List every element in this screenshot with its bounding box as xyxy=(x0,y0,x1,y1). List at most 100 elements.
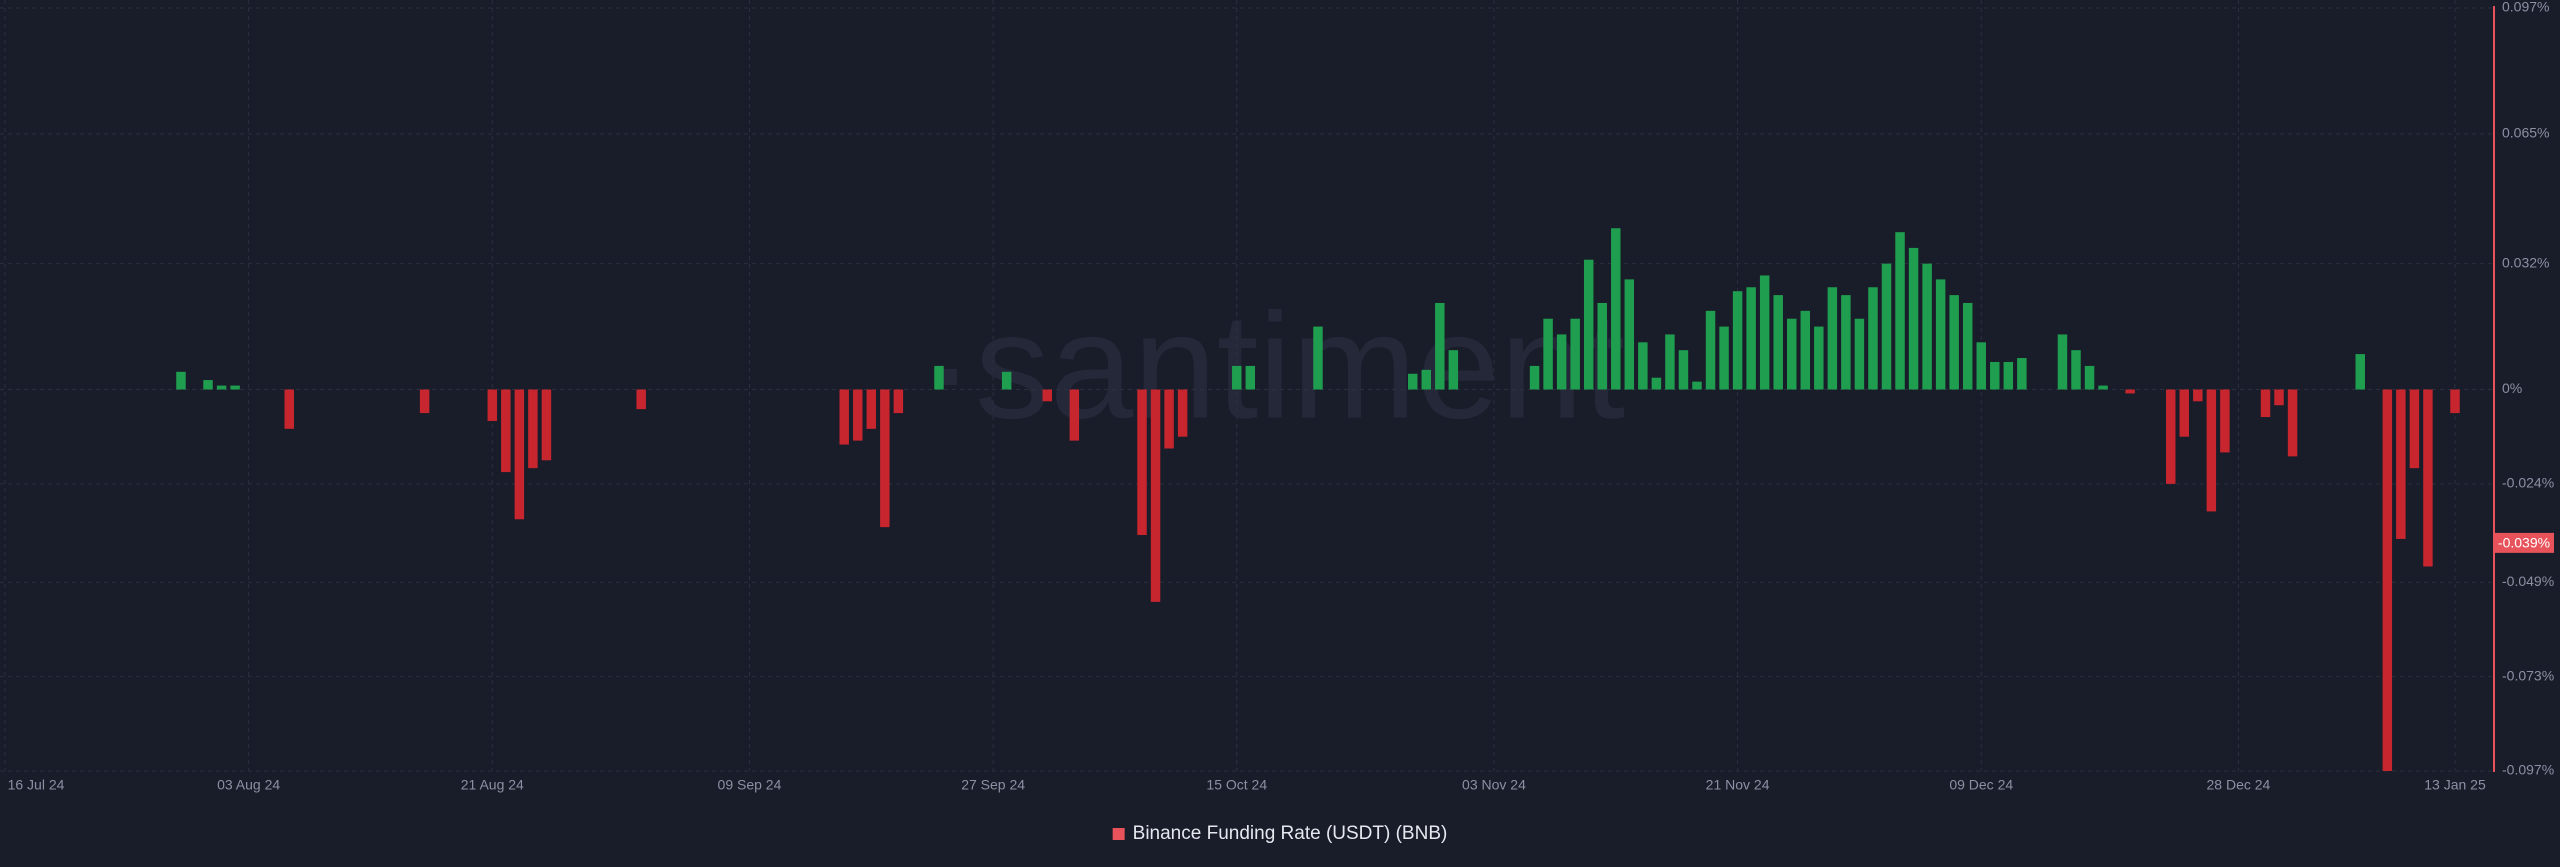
bar xyxy=(1868,287,1878,390)
bar xyxy=(636,389,646,410)
bar xyxy=(1800,310,1811,390)
bar xyxy=(1787,318,1797,390)
bar xyxy=(866,389,877,429)
bar xyxy=(2193,389,2203,402)
x-tick-label: 03 Aug 24 xyxy=(217,777,280,793)
bar xyxy=(230,385,240,390)
bar xyxy=(1949,295,1959,390)
bar xyxy=(1895,232,1905,390)
x-tick-label: 27 Sep 24 xyxy=(961,777,1025,793)
bar xyxy=(1814,326,1824,390)
bar xyxy=(2287,389,2298,457)
bar xyxy=(1232,365,1242,390)
bar xyxy=(2003,361,2014,390)
bar xyxy=(2057,334,2068,390)
bar xyxy=(1543,318,1553,390)
bar xyxy=(1570,318,1580,390)
x-tick-label: 21 Aug 24 xyxy=(461,777,524,793)
bar xyxy=(2409,389,2420,469)
bar xyxy=(419,389,430,414)
y-tick-label: 0.065% xyxy=(2502,125,2549,141)
bar xyxy=(2450,389,2460,414)
bar xyxy=(2260,389,2271,418)
bar xyxy=(1137,389,1147,536)
bar xyxy=(839,389,849,445)
bar xyxy=(1705,310,1716,390)
x-tick-label: 09 Sep 24 xyxy=(718,777,782,793)
bar xyxy=(2071,350,2081,390)
bar xyxy=(1922,263,1932,390)
y-tick-label: -0.049% xyxy=(2502,573,2554,589)
bar xyxy=(2125,389,2135,394)
bar xyxy=(1908,247,1919,390)
y-tick-label: -0.097% xyxy=(2502,762,2554,778)
bar xyxy=(1962,302,1973,390)
bar xyxy=(1069,389,1080,441)
bar xyxy=(1421,369,1432,390)
bar xyxy=(1556,334,1567,390)
bar xyxy=(880,389,890,528)
bar xyxy=(2274,389,2284,406)
bar xyxy=(1313,326,1323,390)
x-tick-label: 21 Nov 24 xyxy=(1706,777,1770,793)
bar xyxy=(1597,302,1607,390)
x-tick-label: 15 Oct 24 xyxy=(1206,777,1267,793)
bar xyxy=(2084,365,2095,390)
legend-swatch xyxy=(1112,828,1125,840)
bar xyxy=(1177,389,1188,437)
x-tick-label: 16 Jul 24 xyxy=(8,777,65,793)
labels: 0.097% 0.065% 0.032% 0% -0.024% -0.049% -0.073… xyxy=(8,0,2555,844)
bar xyxy=(1651,377,1662,390)
bar xyxy=(1976,342,1986,390)
x-tick-label: 28 Dec 24 xyxy=(2207,777,2271,793)
bars xyxy=(176,228,2460,771)
y-tick-label: -0.073% xyxy=(2502,667,2554,683)
bar xyxy=(1448,350,1459,390)
bar xyxy=(1624,279,1635,390)
last-value-box xyxy=(2494,532,2554,553)
y-tick-label: 0.032% xyxy=(2502,254,2549,270)
bar xyxy=(1583,259,1594,390)
bar xyxy=(2423,389,2433,567)
y-tick-label: 0% xyxy=(2502,380,2522,396)
bar xyxy=(1759,275,1770,390)
bar xyxy=(1611,228,1621,390)
bar xyxy=(2206,389,2217,512)
bar xyxy=(1881,263,1892,390)
bar xyxy=(2220,389,2230,453)
bar xyxy=(1529,365,1540,390)
bar xyxy=(2166,389,2176,484)
bar xyxy=(284,389,294,429)
bar xyxy=(1692,381,1702,390)
bar xyxy=(487,389,498,421)
bar xyxy=(2355,354,2365,390)
bar xyxy=(528,389,538,469)
bar xyxy=(2098,385,2108,390)
watermark: ·santiment xyxy=(925,282,1625,450)
bar xyxy=(1435,302,1445,390)
bar xyxy=(1990,361,2000,390)
x-tick-label: 09 Dec 24 xyxy=(1949,777,2013,793)
last-value-label: -0.039% xyxy=(2498,535,2550,551)
bar xyxy=(1827,287,1838,390)
bar xyxy=(1150,389,1161,602)
bar xyxy=(2179,389,2190,437)
bar xyxy=(2382,389,2393,771)
bar xyxy=(1001,371,1012,390)
legend-label: Binance Funding Rate (USDT) (BNB) xyxy=(1133,823,1448,844)
x-tick-label: 13 Jan 25 xyxy=(2424,777,2486,793)
bar xyxy=(2396,389,2406,539)
bar xyxy=(1678,350,1689,390)
bar xyxy=(893,389,904,414)
bar xyxy=(1665,334,1675,390)
bar xyxy=(541,389,552,461)
bar xyxy=(514,389,525,520)
y-tick-label: 0.097% xyxy=(2502,0,2549,15)
bar xyxy=(1854,318,1865,390)
bar xyxy=(1164,389,1174,449)
bar xyxy=(1638,342,1648,390)
bar xyxy=(1407,373,1418,390)
grid xyxy=(0,0,2494,772)
